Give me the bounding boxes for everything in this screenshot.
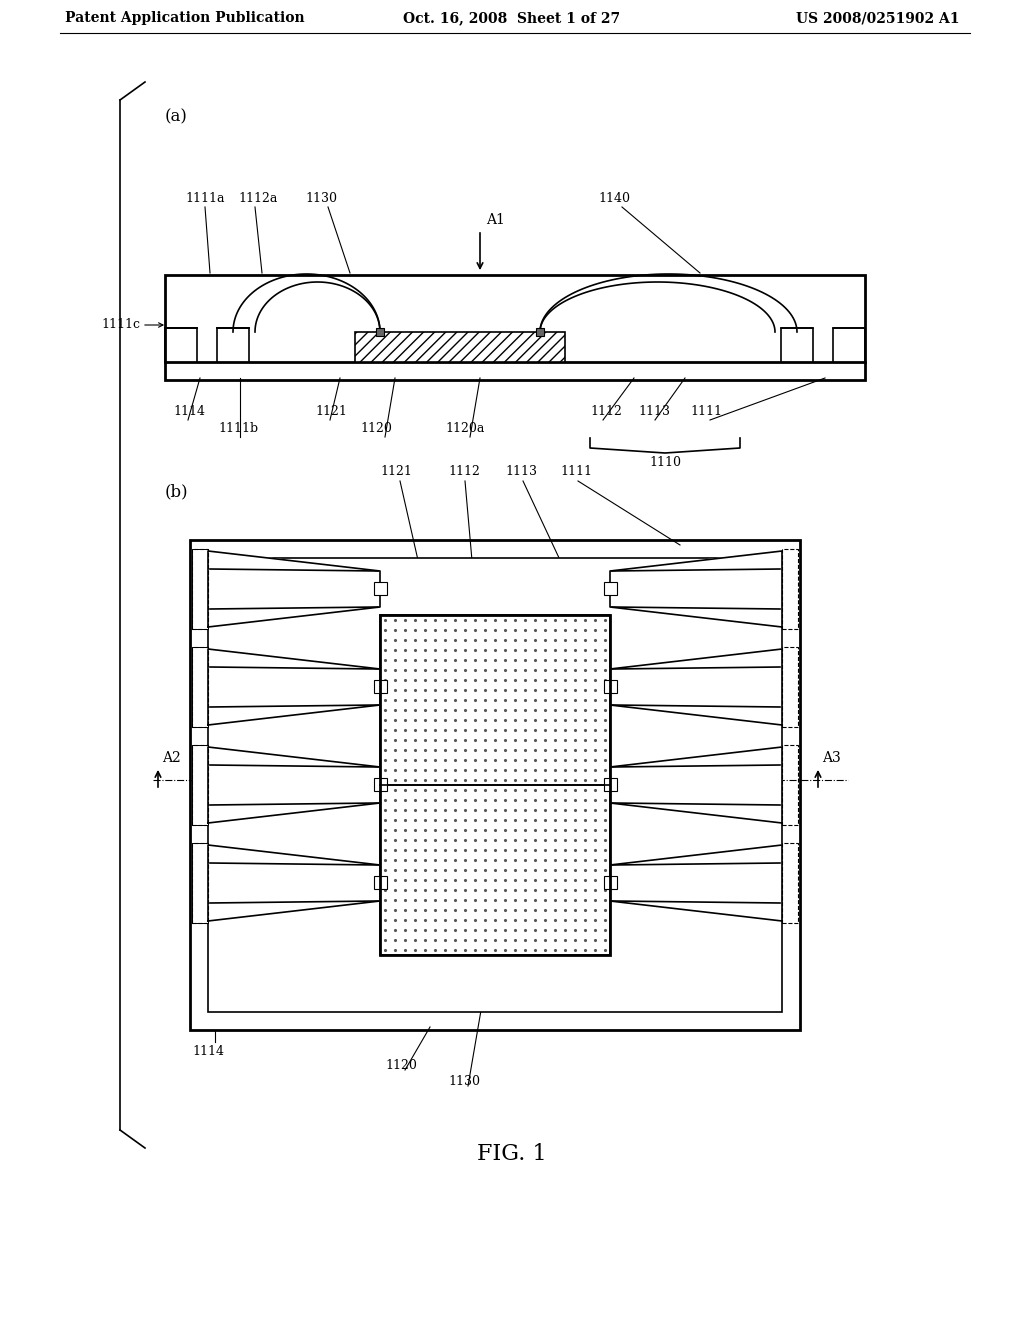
Text: US 2008/0251902 A1: US 2008/0251902 A1 [797, 11, 961, 25]
Text: 1114: 1114 [173, 405, 205, 418]
Bar [193, 843, 208, 923]
Text: 1110: 1110 [649, 455, 681, 469]
Bar [604, 777, 617, 791]
Polygon shape [208, 649, 380, 725]
Bar [374, 582, 387, 595]
Bar [193, 549, 208, 630]
Text: 1112: 1112 [449, 465, 480, 478]
Bar [374, 876, 387, 888]
Text: 1113: 1113 [638, 405, 670, 418]
Text: (b): (b) [165, 483, 188, 500]
Bar [193, 744, 208, 825]
Polygon shape [610, 747, 782, 822]
Bar [376, 327, 384, 337]
Bar [604, 680, 617, 693]
Text: A2: A2 [162, 751, 181, 766]
Text: 1114: 1114 [193, 1045, 224, 1059]
Bar [380, 615, 610, 954]
Bar [193, 843, 208, 923]
Polygon shape [208, 845, 380, 921]
Bar [782, 549, 798, 630]
Text: 1111a: 1111a [185, 191, 224, 205]
Text: Patent Application Publication: Patent Application Publication [65, 11, 304, 25]
Bar [208, 558, 782, 1012]
Polygon shape [610, 845, 782, 921]
Bar [374, 680, 387, 693]
Bar [782, 744, 798, 825]
Text: 1111: 1111 [560, 465, 592, 478]
Bar [380, 615, 610, 954]
Bar [604, 582, 617, 595]
Bar [193, 744, 208, 825]
Text: 1121: 1121 [380, 465, 412, 478]
Bar [190, 540, 800, 1030]
Text: 1112: 1112 [590, 405, 622, 418]
Polygon shape [610, 649, 782, 725]
Bar [604, 876, 617, 888]
Text: 1111c: 1111c [101, 318, 140, 331]
Text: 1120: 1120 [385, 1059, 417, 1072]
Text: A1: A1 [486, 213, 505, 227]
Text: 1130: 1130 [449, 1074, 480, 1088]
Bar [536, 327, 544, 337]
Text: (a): (a) [165, 108, 187, 125]
Bar [193, 647, 208, 727]
Text: 1112a: 1112a [238, 191, 278, 205]
Bar [782, 647, 798, 727]
Text: FIG. 1: FIG. 1 [477, 1143, 547, 1166]
Bar [782, 843, 798, 923]
Text: 1121: 1121 [315, 405, 347, 418]
Polygon shape [208, 747, 380, 822]
Text: 1111: 1111 [690, 405, 722, 418]
Text: 1130: 1130 [305, 191, 337, 205]
Bar [374, 777, 387, 791]
Text: 1140: 1140 [598, 191, 630, 205]
Text: A3: A3 [822, 751, 841, 766]
Bar [193, 647, 208, 727]
Text: 1120: 1120 [360, 422, 392, 436]
Text: Oct. 16, 2008  Sheet 1 of 27: Oct. 16, 2008 Sheet 1 of 27 [403, 11, 621, 25]
Bar [355, 333, 565, 362]
Bar [165, 275, 865, 380]
Text: 1120a: 1120a [445, 422, 484, 436]
Text: 1111b: 1111b [218, 422, 258, 436]
Polygon shape [208, 550, 380, 627]
Bar [193, 549, 208, 630]
Text: 1113: 1113 [505, 465, 537, 478]
Polygon shape [610, 550, 782, 627]
